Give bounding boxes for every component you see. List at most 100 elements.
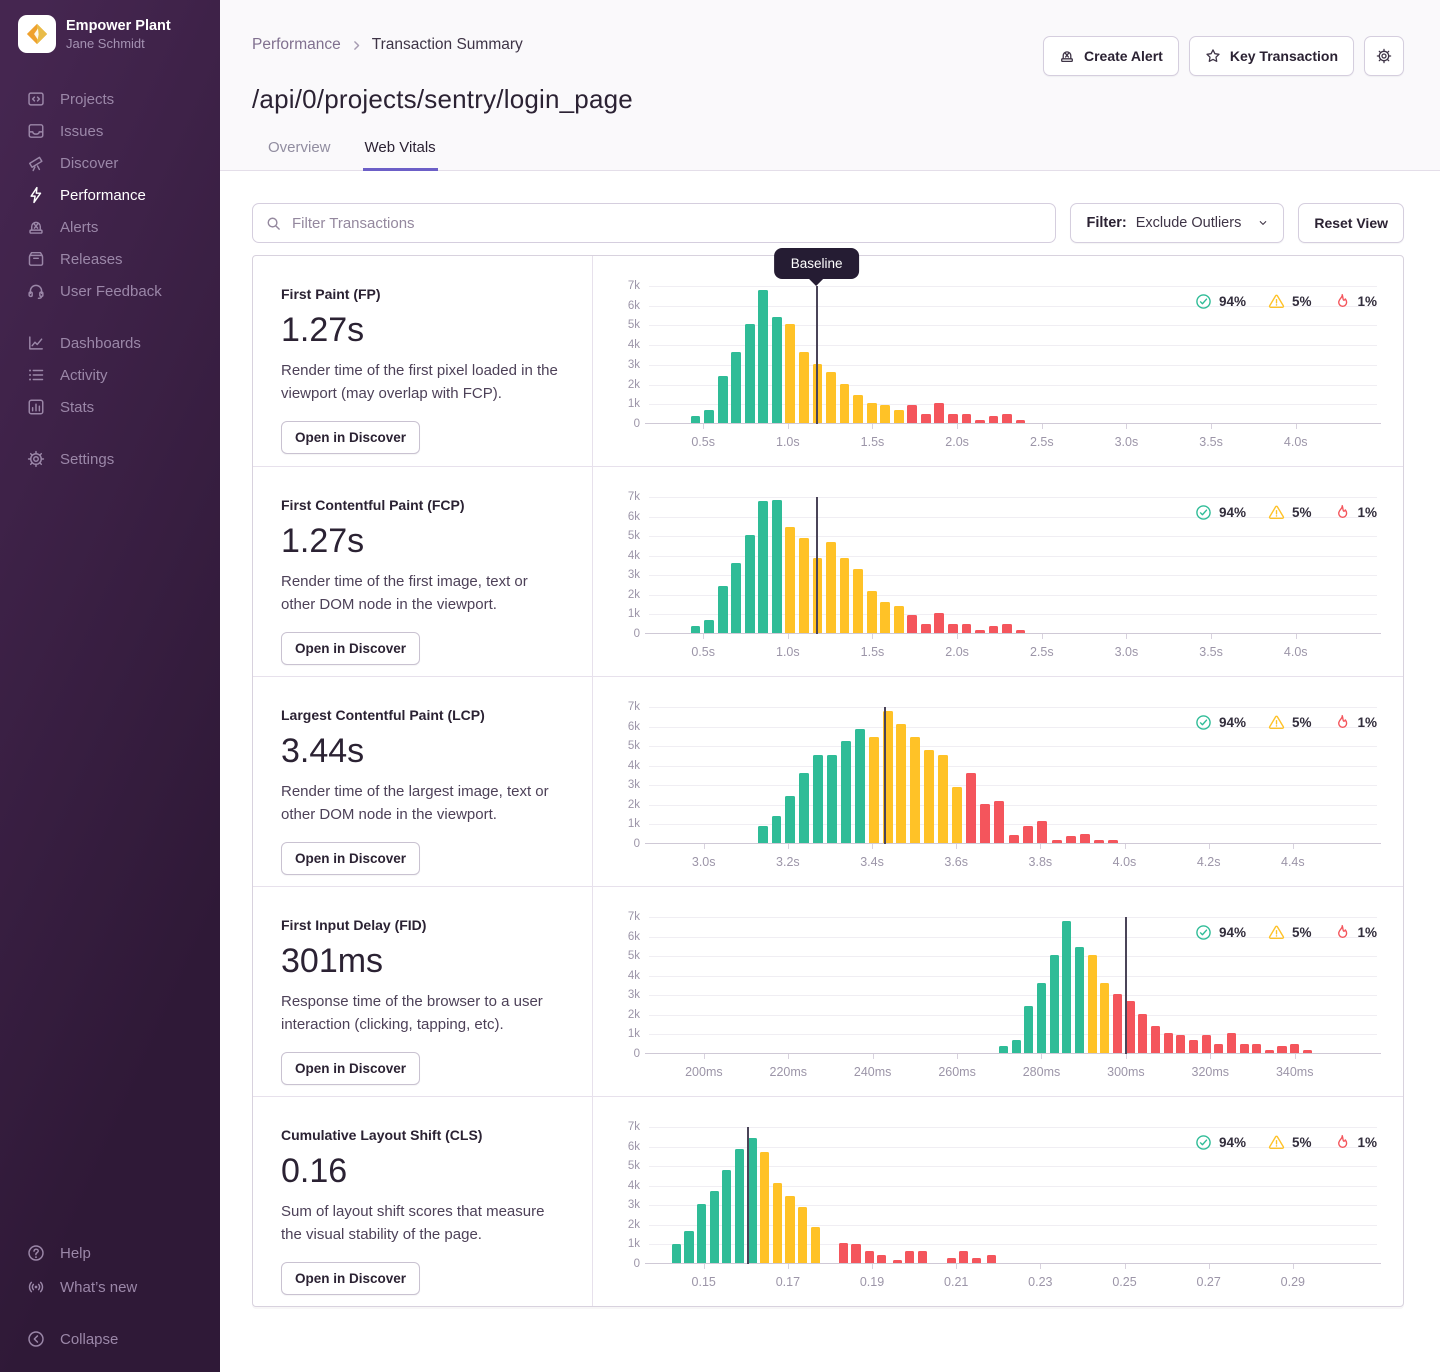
vitals-legend: 94% 5% 1%	[1195, 714, 1377, 731]
histogram-bar	[757, 826, 768, 843]
x-axis-label: 2.5s	[1029, 435, 1054, 449]
x-axis-label: 3.0s	[1114, 435, 1139, 449]
vital-row-fcp: First Contentful Paint (FCP) 1.27s Render …	[253, 466, 1403, 676]
x-axis-tick	[1211, 634, 1213, 639]
histogram-bar	[934, 403, 945, 423]
sidebar-item-label: Alerts	[60, 218, 99, 236]
open-in-discover-button[interactable]: Open in Discover	[281, 631, 421, 665]
filter-transactions-search[interactable]	[252, 203, 1057, 243]
vital-description: Render time of the first pixel loaded in…	[281, 362, 558, 403]
open-in-discover-button[interactable]: Open in Discover	[281, 420, 421, 454]
x-axis-tick	[1208, 1264, 1210, 1269]
x-axis-tick	[956, 1264, 958, 1269]
baseline-marker	[815, 497, 818, 634]
sidebar-item-help[interactable]: Help	[0, 1236, 220, 1270]
button-label: Create Alert	[1083, 48, 1163, 64]
check-circle-icon	[1195, 1134, 1212, 1151]
histogram-bar	[975, 420, 985, 423]
filter-dropdown-value: Exclude Outliers	[1135, 215, 1242, 231]
histogram-bar	[877, 1255, 887, 1263]
legend-good: 94%	[1195, 504, 1246, 521]
sidebar-item-releases[interactable]: Releases	[0, 243, 220, 275]
sidebar-item-settings[interactable]: Settings	[0, 443, 220, 475]
histogram-bar	[1022, 826, 1033, 843]
legend-meh: 5%	[1268, 924, 1311, 941]
histogram-bar	[785, 324, 796, 423]
sidebar-item-label: Help	[60, 1244, 91, 1262]
settings-button[interactable]	[1364, 36, 1404, 76]
gridline	[649, 765, 1377, 767]
x-axis-tick	[1292, 1264, 1294, 1269]
user-feedback-icon	[27, 282, 45, 300]
whats-new-icon	[27, 1278, 45, 1296]
histogram-bar	[799, 772, 810, 843]
open-in-discover-button[interactable]: Open in Discover	[281, 1261, 421, 1295]
sidebar-item-performance[interactable]: Performance	[0, 179, 220, 211]
x-axis-label: 0.27	[1196, 1275, 1221, 1289]
search-icon	[266, 216, 281, 231]
x-axis-tick	[1041, 424, 1043, 429]
y-axis-label: 1k	[627, 1028, 640, 1041]
sidebar-item-discover[interactable]: Discover	[0, 147, 220, 179]
legend-value: 94%	[1218, 925, 1246, 940]
x-axis-label: 3.6s	[944, 855, 969, 869]
filter-dropdown[interactable]: Filter: Exclude Outliers	[1070, 203, 1285, 243]
tab-overview[interactable]: Overview	[268, 139, 331, 156]
sidebar-item-activity[interactable]: Activity	[0, 359, 220, 391]
gridline	[649, 1014, 1377, 1016]
x-axis-tick	[1126, 424, 1128, 429]
sidebar-collapse-button[interactable]: Collapse	[0, 1322, 220, 1356]
sidebar-item-label: User Feedback	[60, 282, 162, 300]
sidebar-item-label: Issues	[60, 122, 104, 140]
reset-view-button[interactable]: Reset View	[1298, 203, 1404, 243]
org-switcher[interactable]: Empower Plant Jane Schmidt	[0, 0, 220, 63]
sidebar-item-what-s-new[interactable]: What’s new	[0, 1270, 220, 1304]
x-axis-tick	[872, 634, 874, 639]
histogram-bar	[864, 1251, 874, 1263]
histogram-bar	[938, 754, 949, 843]
open-in-discover-button[interactable]: Open in Discover	[281, 1051, 421, 1085]
y-axis-label: 7k	[627, 491, 640, 503]
histogram-bar	[839, 557, 850, 633]
vital-value: 1.27s	[281, 311, 365, 349]
org-user: Jane Schmidt	[66, 36, 145, 52]
x-axis-tick	[1208, 844, 1210, 849]
sidebar-item-alerts[interactable]: Alerts	[0, 211, 220, 243]
sidebar-item-projects[interactable]: Projects	[0, 83, 220, 115]
y-axis-label: 1k	[627, 608, 640, 621]
histogram-bar	[799, 538, 809, 633]
x-axis-tick	[1041, 1054, 1043, 1059]
open-in-discover-button[interactable]: Open in Discover	[281, 841, 421, 875]
histogram-bar	[1264, 1050, 1274, 1053]
x-axis-label: 0.17	[775, 1275, 801, 1289]
histogram-bar	[998, 1046, 1009, 1053]
sidebar-item-stats[interactable]: Stats	[0, 391, 220, 423]
histogram-bar	[988, 416, 999, 423]
histogram-bar	[1002, 414, 1012, 423]
histogram-bar	[1052, 840, 1063, 843]
x-axis-tick	[1125, 1054, 1127, 1059]
baseline-marker	[746, 1127, 749, 1264]
sidebar-item-label: Activity	[60, 366, 108, 384]
search-input[interactable]	[290, 213, 1043, 233]
y-axis-label: 1k	[627, 1238, 640, 1251]
histogram-bar	[826, 542, 836, 633]
histogram-bar	[1226, 1033, 1236, 1053]
legend-value: 1%	[1357, 1135, 1377, 1150]
x-axis-tick	[787, 844, 789, 849]
warning-icon	[1268, 714, 1285, 731]
x-axis-label: 200ms	[685, 1065, 723, 1079]
histogram-bar	[854, 728, 865, 843]
y-axis-label: 6k	[627, 930, 640, 943]
create-alert-button[interactable]: Create Alert	[1042, 36, 1179, 76]
key-transaction-button[interactable]: Key Transaction	[1188, 36, 1354, 76]
sidebar-item-label: Settings	[60, 450, 115, 468]
sidebar-item-dashboards[interactable]: Dashboards	[0, 327, 220, 359]
sidebar-item-user-feedback[interactable]: User Feedback	[0, 275, 220, 307]
sidebar-item-issues[interactable]: Issues	[0, 115, 220, 147]
tab-web-vitals[interactable]: Web Vitals	[362, 139, 438, 171]
gridline	[649, 1205, 1377, 1207]
breadcrumb-performance[interactable]: Performance	[252, 36, 341, 53]
histogram-bar	[704, 410, 714, 423]
histogram-bar	[734, 1148, 744, 1263]
